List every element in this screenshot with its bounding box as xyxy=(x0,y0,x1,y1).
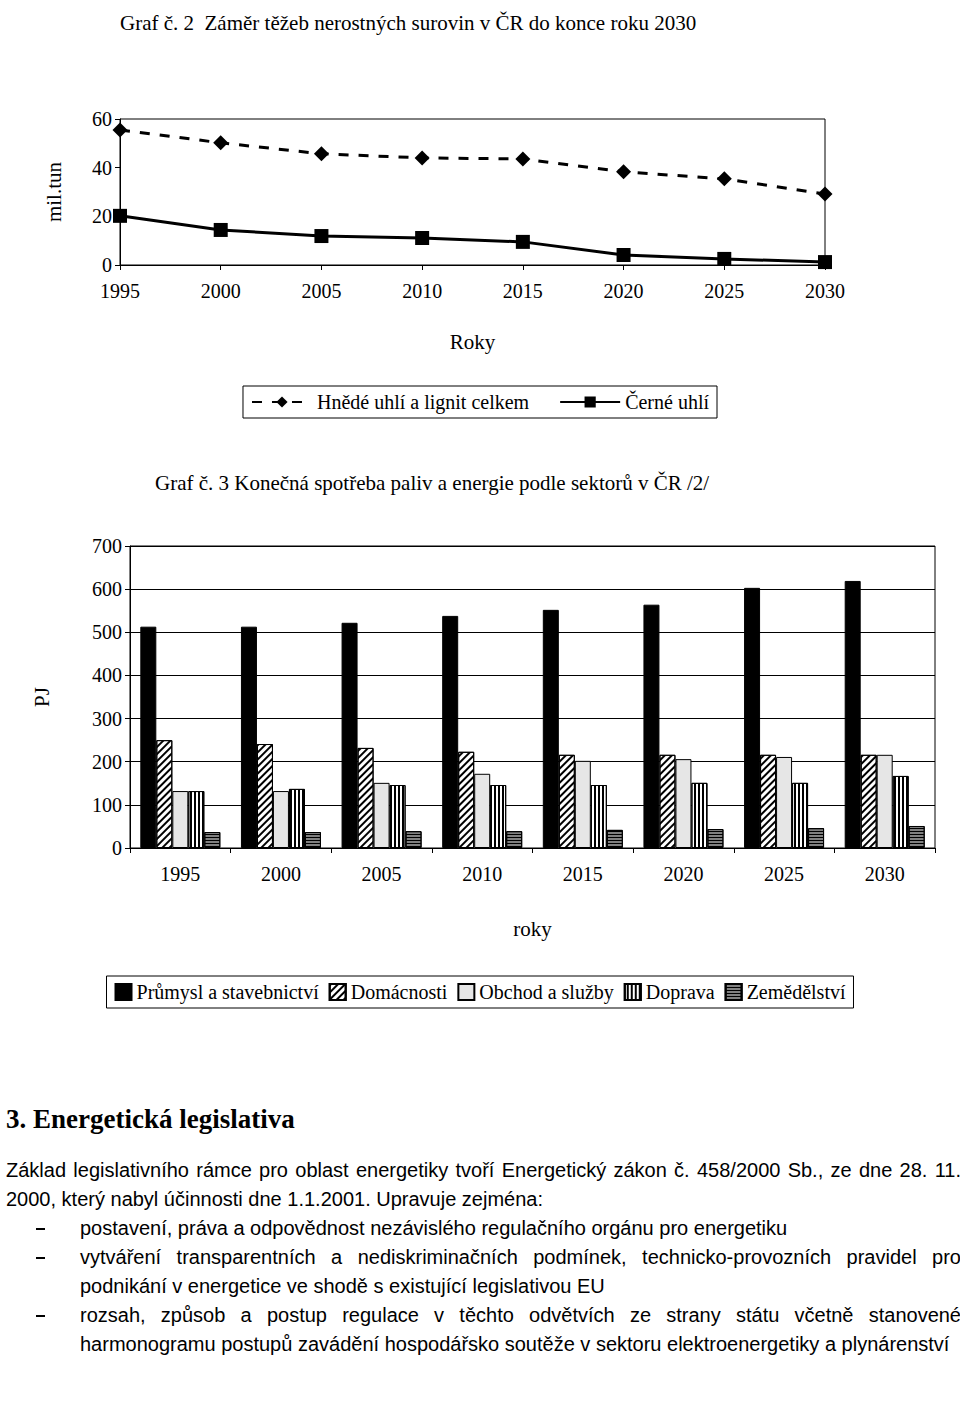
svg-text:2030: 2030 xyxy=(865,863,905,885)
svg-text:2010: 2010 xyxy=(462,863,502,885)
svg-text:2025: 2025 xyxy=(704,280,744,302)
svg-text:Obchod a služby: Obchod a služby xyxy=(479,981,613,1004)
svg-text:2030: 2030 xyxy=(805,280,845,302)
svg-text:0: 0 xyxy=(112,837,122,859)
svg-text:mil.tun: mil.tun xyxy=(42,161,66,222)
svg-text:1995: 1995 xyxy=(160,863,200,885)
svg-text:Černé uhlí: Černé uhlí xyxy=(625,390,709,413)
svg-text:2000: 2000 xyxy=(261,863,301,885)
svg-text:300: 300 xyxy=(92,708,122,730)
svg-text:40: 40 xyxy=(92,157,112,179)
svg-text:2020: 2020 xyxy=(663,863,703,885)
svg-text:500: 500 xyxy=(92,621,122,643)
svg-text:Hnědé uhlí a lignit celkem: Hnědé uhlí a lignit celkem xyxy=(317,391,530,414)
svg-text:0: 0 xyxy=(102,254,112,276)
svg-text:200: 200 xyxy=(92,751,122,773)
svg-text:roky: roky xyxy=(513,917,552,941)
svg-text:2015: 2015 xyxy=(563,863,603,885)
svg-text:2005: 2005 xyxy=(301,280,341,302)
svg-text:Graf č. 2 Záměr těžeb nerostn: Graf č. 2 Záměr těžeb nerostných surovin… xyxy=(120,11,696,35)
svg-text:Graf č. 3 Konečná spotřeba pal: Graf č. 3 Konečná spotřeba paliv a energ… xyxy=(155,471,709,495)
html-text:Základ legislativního rámce pr: Základ legislativního rámce pro oblast e… xyxy=(6,1159,960,1210)
html-text:vytváření transparentních a ne: vytváření transparentních a nediskrimina… xyxy=(80,1246,960,1297)
svg-text:60: 60 xyxy=(92,108,112,130)
svg-text:2015: 2015 xyxy=(503,280,543,302)
html-text:postavení, práva a odpovědnost: postavení, práva a odpovědnost nezávislé… xyxy=(80,1217,788,1239)
svg-text:Roky: Roky xyxy=(450,330,496,354)
svg-text:700: 700 xyxy=(92,535,122,557)
svg-text:2020: 2020 xyxy=(604,280,644,302)
html-text:3. Energetická legislativa: 3. Energetická legislativa xyxy=(6,1104,295,1134)
svg-text:Průmysl a stavebnictví: Průmysl a stavebnictví xyxy=(137,981,320,1004)
svg-text:2000: 2000 xyxy=(201,280,241,302)
svg-text:Zemědělství: Zemědělství xyxy=(747,981,846,1003)
html-text:rozsah, způsob a postup regula: rozsah, způsob a postup regulace v těcht… xyxy=(80,1304,960,1355)
svg-text:20: 20 xyxy=(92,205,112,227)
svg-text:2010: 2010 xyxy=(402,280,442,302)
svg-text:600: 600 xyxy=(92,578,122,600)
svg-text:100: 100 xyxy=(92,794,122,816)
svg-text:2025: 2025 xyxy=(764,863,804,885)
svg-text:400: 400 xyxy=(92,664,122,686)
svg-text:1995: 1995 xyxy=(100,280,140,302)
svg-text:2005: 2005 xyxy=(362,863,402,885)
svg-text:Domácnosti: Domácnosti xyxy=(351,981,448,1003)
svg-text:PJ: PJ xyxy=(30,687,54,707)
svg-text:Doprava: Doprava xyxy=(646,981,715,1004)
